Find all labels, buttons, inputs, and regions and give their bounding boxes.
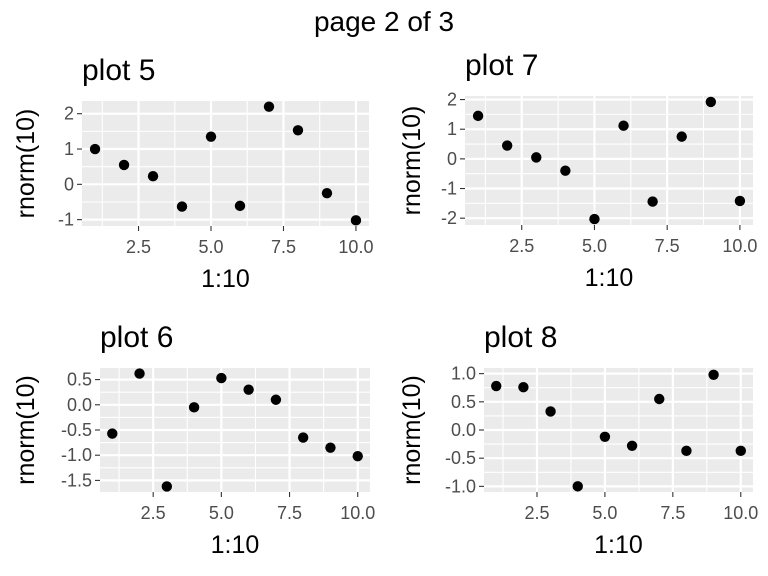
y-axis-title: rnorm(10) [12, 109, 40, 219]
y-tick-label: 0.0 [67, 395, 92, 415]
data-point [325, 442, 336, 453]
y-axis-title: rnorm(10) [12, 375, 40, 485]
x-axis-title: 1:10 [594, 531, 643, 559]
data-point [572, 481, 583, 492]
data-point [531, 152, 542, 163]
y-tick-label: -1.5 [61, 470, 92, 490]
x-tick-label: 2.5 [524, 503, 549, 523]
data-point [89, 143, 101, 155]
data-point [654, 393, 665, 405]
x-tick-label: 10.0 [338, 237, 373, 257]
data-point [161, 481, 173, 492]
data-point [292, 125, 304, 136]
x-tick-label: 5.0 [198, 237, 223, 257]
y-tick-label: 0 [64, 174, 74, 194]
y-tick-label: 0.5 [451, 392, 476, 412]
data-point [147, 171, 159, 182]
x-tick-label: 2.5 [509, 236, 534, 256]
data-point [134, 368, 145, 379]
y-tick-label: -1 [58, 210, 74, 230]
y-tick-label: 0.0 [451, 420, 476, 440]
data-point [735, 445, 746, 457]
data-point [205, 131, 217, 142]
data-point [118, 159, 130, 171]
x-tick-label: 7.5 [660, 503, 685, 523]
plot-panel-1: 2.5 5.0 7.5 10.0 -1 0 1 2 plot 5 1:10 rnorm(10) [12, 54, 373, 293]
y-axis-title: rnorm(10) [398, 375, 426, 485]
data-point [560, 165, 571, 176]
plot-panel-2: 2.5 5.0 7.5 10.0 -2 -1 0 1 2 plot 7 1:10 rnorm(10) [398, 49, 757, 292]
y-tick-label: 0.5 [67, 370, 92, 390]
y-tick-label: -1.0 [445, 476, 476, 496]
y-tick-label: 2 [64, 104, 74, 124]
data-point [647, 196, 658, 207]
y-tick-label: -0.5 [61, 420, 92, 440]
y-tick-label: 2 [447, 90, 457, 110]
data-point [599, 431, 611, 442]
y-tick-label: 1 [64, 139, 74, 159]
plot-panel-4: 2.5 5.0 7.5 10.0 1.0 0.5 0.0 -0.5 -1.0 plot 8 1:10… [398, 321, 758, 559]
x-tick-label: 2.5 [126, 237, 151, 257]
x-tick-label: 10.0 [722, 236, 757, 256]
y-tick-label: -1 [441, 179, 457, 199]
x-tick-label: 10.0 [340, 503, 375, 523]
data-point [518, 381, 529, 393]
x-tick-label: 5.0 [582, 236, 607, 256]
panel-background [465, 96, 753, 225]
data-point [705, 96, 717, 108]
data-point [626, 440, 638, 451]
data-point [243, 384, 254, 395]
y-tick-label: -1.0 [61, 445, 92, 465]
x-tick-label: 5.0 [209, 503, 234, 523]
data-point [589, 213, 600, 225]
data-point [352, 451, 363, 462]
x-axis-title: 1:10 [585, 264, 634, 292]
y-tick-label: 1 [447, 119, 457, 139]
data-point [263, 101, 275, 112]
data-point [676, 131, 687, 142]
panel-title: plot 7 [465, 49, 538, 82]
data-point [107, 428, 118, 439]
x-tick-label: 5.0 [592, 503, 617, 523]
data-point [545, 406, 556, 417]
data-point [501, 140, 513, 151]
data-point [350, 215, 362, 226]
panel-title: plot 6 [100, 321, 173, 354]
data-point [618, 120, 629, 131]
data-point [734, 195, 746, 207]
y-axis-title: rnorm(10) [398, 106, 426, 216]
panel-title: plot 8 [484, 321, 557, 354]
y-tick-label: 1.0 [451, 364, 476, 384]
x-tick-label: 7.5 [271, 237, 296, 257]
y-tick-label: 0 [447, 149, 457, 169]
data-point [491, 380, 502, 392]
x-tick-label: 2.5 [141, 503, 166, 523]
data-point [297, 432, 309, 443]
x-tick-label: 10.0 [723, 503, 758, 523]
data-point [681, 445, 692, 457]
data-point [708, 369, 719, 380]
data-point [176, 201, 188, 212]
panel-title: plot 5 [82, 54, 155, 87]
x-tick-label: 7.5 [655, 236, 680, 256]
x-axis-title: 1:10 [201, 265, 250, 293]
data-point [472, 110, 484, 122]
plot-panel-3: 2.5 5.0 7.5 10.0 0.5 0.0 -0.5 -1.0 -1.5 plot 6 1:1… [12, 321, 375, 559]
y-tick-label: -2 [441, 208, 457, 228]
data-point [321, 187, 333, 199]
y-tick-label: -0.5 [445, 448, 476, 468]
data-point [216, 372, 227, 384]
data-point [188, 402, 200, 413]
page-title: page 2 of 3 [314, 6, 454, 37]
x-axis-title: 1:10 [211, 531, 260, 559]
panel-background [82, 101, 369, 226]
data-point [270, 394, 282, 405]
x-tick-label: 7.5 [277, 503, 302, 523]
data-point [234, 200, 246, 212]
